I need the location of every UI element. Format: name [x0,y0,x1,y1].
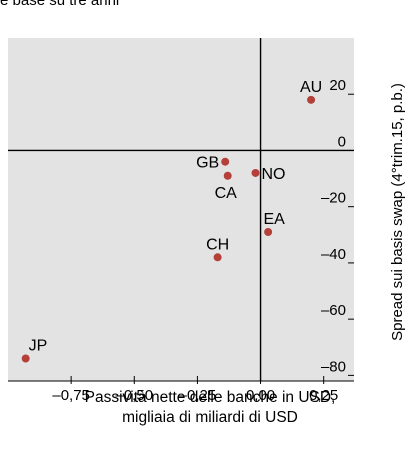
chart-marks: –0,75 –0,50 –0,25 0,00 0,25 20 0 –20 –40 –60 –80 AU… [8,38,354,404]
x-tick-label: –0,50 [116,387,154,404]
y-tick-label: –20 [321,190,346,207]
y-tick-label: 20 [329,77,346,94]
y-axis-title: Spread sui basis swap (4°trim.15, p.b.) [389,83,406,341]
x-axis-title-line1: Passività nette delle banche in USD, [84,389,336,406]
point-label-no: NO [262,166,286,183]
point-ca [223,171,232,180]
point-jp [21,354,30,363]
x-tick-label: 0,25 [309,387,338,404]
y-tick-label: –80 [321,358,346,375]
x-tick-label: –0,75 [52,387,90,404]
point-label-ca: CA [215,185,238,202]
point-label-au: AU [300,79,322,96]
y-tick-label: 0 [338,133,346,150]
x-tick-label: 0,00 [246,387,275,404]
point-au [307,95,316,104]
x-axis-title-line2: migliaia di miliardi di USD [122,409,298,426]
point-gb [221,157,230,166]
point-label-gb: GB [196,155,219,172]
point-label-ea: EA [263,211,285,228]
plot-area [8,38,354,381]
x-axis-title: Passività nette delle banche in USD, mig… [20,388,400,428]
point-ch [213,253,222,262]
chart-caption: e base su tre anni [0,0,120,9]
x-tick-label: –0,25 [179,387,217,404]
point-label-jp: JP [29,338,48,355]
point-no [251,168,260,177]
y-tick-label: –60 [321,302,346,319]
point-label-ch: CH [206,236,229,253]
point-ea [264,227,273,236]
y-tick-label: –40 [321,246,346,263]
